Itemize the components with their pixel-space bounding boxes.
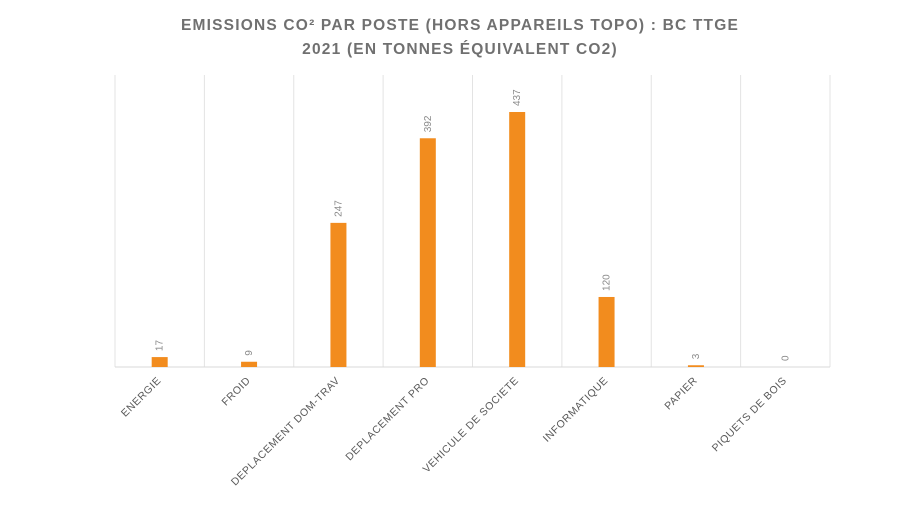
chart-title-line-1: EMISSIONS CO² PAR POSTE (HORS APPAREILS … (180, 17, 740, 34)
value-label: 247 (333, 200, 344, 217)
chart-title-line-2: 2021 (EN TONNES ÉQUIVALENT CO2) (302, 41, 618, 58)
value-label: 0 (780, 355, 791, 361)
chart-title: EMISSIONS CO² PAR POSTE (HORS APPAREILS … (0, 14, 920, 62)
bars (151, 112, 704, 367)
gridlines (114, 75, 831, 368)
category-label: DEPLACEMENT PRO (343, 375, 432, 464)
value-label: 17 (155, 340, 166, 352)
bar (509, 112, 526, 367)
category-label: VEHICULE DE SOCIETE (421, 375, 522, 476)
category-label: PAPIER (662, 375, 700, 413)
category-label: INFORMATIQUE (541, 375, 611, 445)
bar (241, 361, 258, 367)
value-label: 9 (244, 350, 255, 356)
category-label: PIQUETS DE BOIS (710, 375, 790, 455)
bar (151, 357, 168, 367)
value-label: 120 (602, 274, 613, 291)
value-label: 3 (691, 353, 702, 359)
category-label: DEPLACEMENT DOM-TRAV (229, 375, 343, 489)
bar (330, 222, 347, 367)
bar (598, 296, 615, 367)
bar (687, 365, 704, 367)
value-labels: 17 9 247 392 437 120 3 0 (155, 89, 792, 361)
value-label: 392 (423, 115, 434, 132)
bar (419, 138, 436, 367)
category-label: FROID (219, 375, 253, 409)
category-label: ENERGIE (119, 375, 164, 420)
value-label: 437 (512, 89, 523, 106)
